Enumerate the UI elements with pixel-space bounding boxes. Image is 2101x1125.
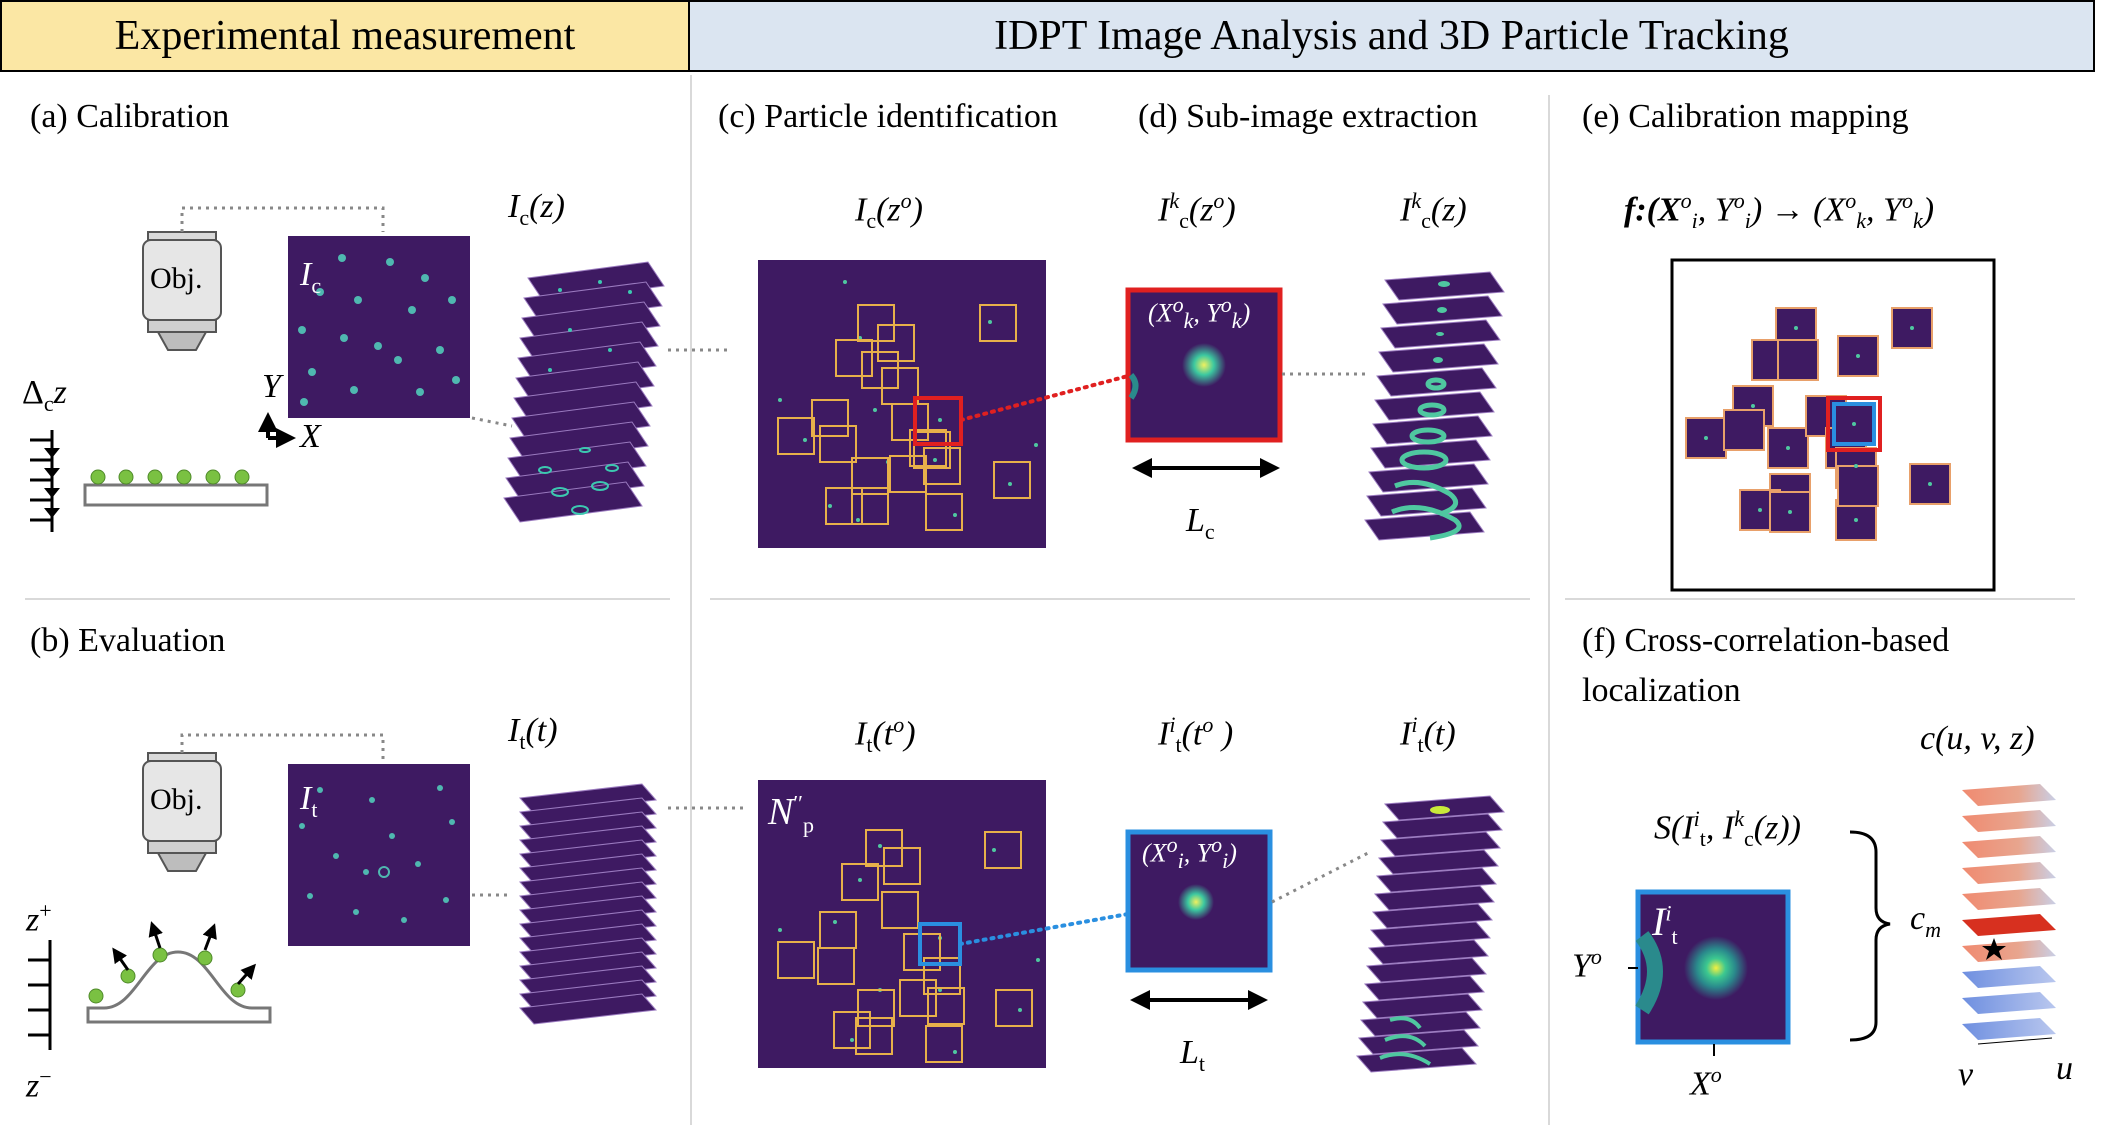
label-Lc: Lc	[1186, 502, 1215, 544]
panel-e-label: (e) Calibration mapping	[1582, 98, 1909, 135]
label-It-t: It(t)	[508, 712, 558, 754]
banner-idpt: IDPT Image Analysis and 3D Particle Trac…	[690, 0, 2095, 72]
evaluation-stack	[518, 783, 658, 1025]
label-Iti-small: Iit	[1652, 899, 1678, 949]
label-f-mapping: f:(Xoi, Yoi) → (Xok, Yok)	[1624, 188, 1935, 234]
z-range-ticks	[28, 940, 52, 1050]
deformable-surface	[86, 950, 272, 1024]
beads-evaluation	[88, 947, 246, 1004]
divider-row-right	[1565, 598, 2075, 600]
label-Ick-z: Ikc(z)	[1400, 188, 1467, 234]
divider-left	[690, 75, 692, 1125]
divider-row-left	[25, 598, 670, 600]
label-It-image: It	[300, 780, 318, 822]
brace	[1849, 830, 1891, 1042]
label-z-minus: z−	[26, 1064, 52, 1105]
label-c-uvz: c(u, v, z)	[1920, 720, 2035, 757]
label-Ic-zo: Ic(zo)	[855, 188, 923, 234]
evaluation-identified-image	[758, 780, 1046, 1068]
displacement-arrows	[112, 921, 256, 985]
panel-b-label: (b) Evaluation	[30, 622, 226, 659]
objective-calibration	[142, 231, 222, 351]
delta-z-ticks	[30, 430, 54, 532]
max-correlation-star	[1982, 938, 2006, 960]
calibration-image	[288, 236, 470, 418]
panel-d-label: (d) Sub-image extraction	[1138, 98, 1478, 135]
label-Lt: Lt	[1180, 1034, 1206, 1076]
particle-boxes-evaluation	[777, 829, 1033, 1063]
particle-boxes-calibration	[777, 304, 1031, 531]
objective-evaluation	[142, 752, 222, 872]
label-Xo: Xo	[1690, 1062, 1722, 1103]
divider-row-mid	[710, 598, 1530, 600]
correlation-stack	[1962, 784, 2056, 1040]
label-Ick-zo: Ikc(zo)	[1158, 188, 1236, 234]
label-v: v	[1958, 1056, 1974, 1093]
label-Xk-Yk: (Xok, Yok)	[1148, 292, 1251, 333]
label-Iti-t: Iit(t)	[1400, 712, 1456, 758]
label-Np: N′′p	[768, 790, 814, 838]
banner-experimental: Experimental measurement	[0, 0, 690, 72]
divider-right	[1548, 95, 1550, 1125]
label-delta-c-z: Δcz	[22, 374, 67, 416]
objective-label-top: Obj.	[150, 262, 203, 295]
label-u: u	[2056, 1050, 2073, 1087]
panel-f-label-2: localization	[1582, 672, 1741, 709]
label-cm: cm	[1910, 900, 1941, 942]
panel-f-label-1: (f) Cross-correlation-based	[1582, 622, 1950, 659]
label-It-to: It(to)	[855, 712, 916, 758]
label-Xi-Yi: (Xoi, Yoi)	[1142, 832, 1237, 873]
evaluation-subimage-stack	[1355, 795, 1506, 1073]
panel-a-label: (a) Calibration	[30, 98, 230, 135]
axis-label-Y: Y	[262, 368, 281, 405]
label-Yo: Yo	[1572, 944, 1602, 985]
objective-label-bottom: Obj.	[150, 783, 203, 816]
calibration-stack	[503, 261, 665, 523]
panel-c-label: (c) Particle identification	[718, 98, 1058, 135]
label-S-correlation: S(Iit, Ikc(z))	[1654, 806, 1801, 852]
label-Ic-z: Ic(z)	[508, 188, 565, 230]
beads-calibration	[90, 469, 250, 485]
evaluation-image	[288, 764, 470, 946]
label-Ic-image: Ic	[300, 256, 322, 298]
axis-label-X: X	[300, 418, 321, 455]
label-Iti-to: Iit(to )	[1158, 712, 1234, 758]
label-z-plus: z+	[26, 898, 52, 939]
